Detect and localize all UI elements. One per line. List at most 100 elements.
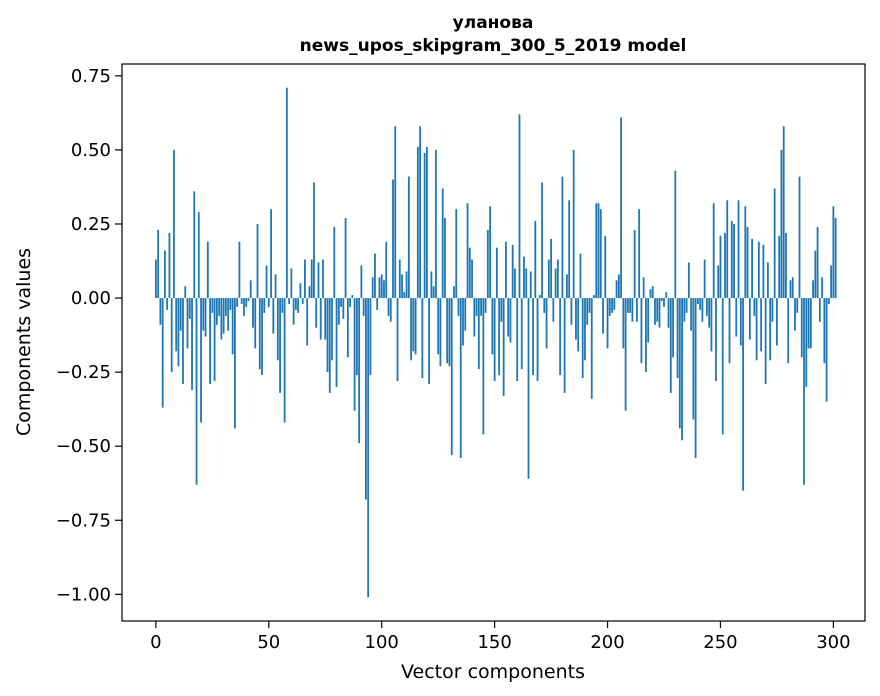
bar-189 bbox=[581, 298, 584, 379]
bar-56 bbox=[281, 298, 284, 313]
bar-136 bbox=[462, 298, 464, 346]
bar-296 bbox=[823, 298, 826, 364]
bar-279 bbox=[785, 232, 787, 299]
bar-164 bbox=[525, 268, 528, 299]
bar-241 bbox=[699, 298, 702, 310]
bar-70 bbox=[313, 182, 315, 299]
bar-39 bbox=[243, 298, 245, 316]
bar-251 bbox=[721, 298, 724, 435]
bar-59 bbox=[288, 298, 291, 304]
bar-89 bbox=[355, 298, 358, 376]
bar-178 bbox=[556, 259, 559, 299]
bar-30 bbox=[222, 298, 225, 334]
bar-127 bbox=[441, 188, 444, 299]
y-tick-label: 0.00 bbox=[71, 288, 111, 309]
bar-168 bbox=[534, 221, 537, 299]
x-tick-label: 150 bbox=[477, 632, 511, 653]
bar-215 bbox=[640, 298, 643, 364]
bar-243 bbox=[703, 259, 706, 299]
bar-217 bbox=[645, 298, 647, 373]
bar-122 bbox=[430, 271, 433, 299]
plot-frame bbox=[121, 63, 866, 622]
bar-78 bbox=[331, 298, 333, 361]
bar-26 bbox=[213, 298, 216, 382]
bar-61 bbox=[292, 298, 295, 325]
bar-95 bbox=[369, 298, 372, 376]
bar-151 bbox=[495, 247, 498, 299]
bar-91 bbox=[360, 265, 363, 299]
bar-148 bbox=[489, 206, 492, 299]
bar-233 bbox=[681, 298, 683, 441]
bar-149 bbox=[491, 298, 494, 355]
bar-200 bbox=[606, 298, 609, 349]
bar-173 bbox=[545, 298, 548, 349]
bar-282 bbox=[791, 277, 794, 299]
bar-272 bbox=[769, 298, 772, 361]
bar-157 bbox=[509, 298, 512, 343]
bar-220 bbox=[651, 286, 654, 299]
bar-146 bbox=[484, 298, 487, 313]
bar-0 bbox=[154, 259, 157, 299]
bar-171 bbox=[541, 182, 543, 299]
bar-112 bbox=[407, 176, 410, 299]
bar-179 bbox=[559, 298, 562, 376]
bar-232 bbox=[678, 298, 681, 429]
bar-106 bbox=[394, 126, 397, 299]
bar-190 bbox=[584, 298, 586, 361]
bar-9 bbox=[175, 298, 178, 352]
bar-184 bbox=[570, 298, 573, 325]
bar-281 bbox=[789, 280, 792, 299]
bar-277 bbox=[780, 149, 783, 299]
bar-256 bbox=[733, 223, 735, 299]
bar-268 bbox=[760, 298, 763, 352]
bar-229 bbox=[672, 298, 674, 358]
bar-183 bbox=[568, 200, 571, 299]
bar-262 bbox=[746, 226, 749, 299]
bar-286 bbox=[800, 298, 803, 358]
bar-81 bbox=[337, 298, 340, 325]
bar-163 bbox=[523, 256, 525, 299]
bar-25 bbox=[211, 298, 214, 313]
bar-67 bbox=[306, 298, 309, 346]
bar-22 bbox=[204, 298, 207, 337]
bar-46 bbox=[258, 298, 261, 370]
bar-71 bbox=[315, 298, 318, 328]
bar-192 bbox=[588, 298, 591, 313]
bar-167 bbox=[532, 298, 534, 376]
bar-36 bbox=[236, 298, 239, 307]
bars-group bbox=[154, 87, 837, 598]
bar-187 bbox=[577, 298, 580, 352]
bar-24 bbox=[209, 298, 211, 384]
bar-242 bbox=[701, 298, 704, 322]
y-tick-label: 0.25 bbox=[71, 214, 111, 235]
x-tick-label: 250 bbox=[703, 632, 737, 653]
bar-62 bbox=[294, 298, 297, 310]
bar-104 bbox=[389, 298, 392, 322]
bar-165 bbox=[527, 298, 530, 479]
bar-14 bbox=[186, 298, 189, 349]
bar-211 bbox=[631, 298, 634, 322]
bar-2 bbox=[159, 298, 162, 325]
bar-68 bbox=[308, 286, 311, 299]
bar-110 bbox=[403, 292, 406, 299]
bar-19 bbox=[197, 212, 200, 299]
bar-42 bbox=[249, 280, 252, 299]
bar-55 bbox=[279, 298, 281, 393]
bar-143 bbox=[477, 298, 480, 370]
bar-79 bbox=[333, 226, 336, 299]
x-tick-label: 300 bbox=[816, 632, 850, 653]
bar-8 bbox=[173, 149, 175, 299]
bar-257 bbox=[735, 298, 738, 337]
bar-130 bbox=[448, 298, 451, 367]
bar-204 bbox=[615, 280, 618, 299]
bar-103 bbox=[387, 298, 390, 316]
bar-53 bbox=[274, 274, 277, 299]
bar-227 bbox=[667, 298, 670, 328]
bar-269 bbox=[762, 244, 765, 299]
bar-75 bbox=[324, 298, 327, 340]
bar-177 bbox=[554, 268, 557, 299]
bar-33 bbox=[229, 298, 232, 310]
bar-236 bbox=[687, 262, 690, 299]
bar-138 bbox=[466, 203, 469, 299]
bar-245 bbox=[708, 298, 711, 328]
